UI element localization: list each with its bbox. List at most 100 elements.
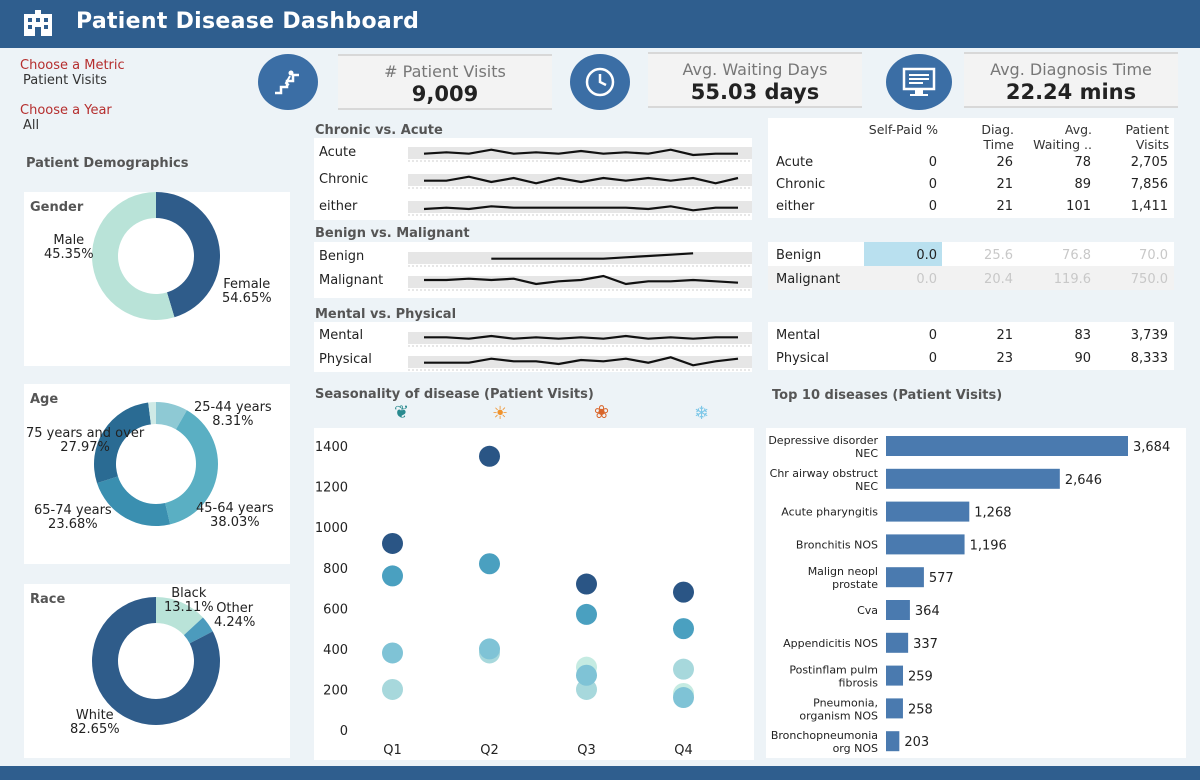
y-tick-label: 1200	[315, 481, 348, 496]
y-tick-label: 800	[323, 562, 348, 577]
donut-slice	[183, 617, 213, 644]
kpi-waiting-days: Avg. Waiting Days 55.03 days	[648, 52, 862, 108]
spark-label: Benign	[319, 249, 365, 264]
kpi-label: Avg. Diagnosis Time	[990, 60, 1152, 79]
donut-label: 45-64 years 38.03%	[196, 501, 274, 530]
scatter-point	[576, 603, 597, 625]
bar-value-label: 577	[929, 571, 954, 586]
sparkline	[424, 334, 738, 340]
table-row-label: either	[776, 199, 815, 214]
header-bar: Patient Disease Dashboard	[0, 0, 1200, 48]
table-header: Diag. Time	[981, 122, 1014, 152]
table-cell: 90	[1074, 351, 1091, 366]
donut-label: 25-44 years 8.31%	[194, 400, 272, 429]
year-filter-select[interactable]: All	[23, 118, 40, 133]
scatter-point	[382, 678, 403, 700]
bar-category-label: NEC	[855, 480, 878, 493]
table-cell: 70.0	[1139, 248, 1168, 263]
stairs-icon	[258, 54, 318, 110]
bar-category-label: Cva	[857, 604, 878, 617]
race-card: Race Black 13.11% Other 4.24% White 82.65%	[24, 584, 290, 758]
bar-value-label: 364	[915, 604, 940, 619]
bar-category-label: organism NOS	[799, 709, 878, 722]
kpi-value: 22.24 mins	[1005, 80, 1137, 104]
donut-label: White 82.65%	[70, 708, 120, 737]
year-filter-label: Choose a Year	[20, 103, 112, 118]
x-tick-label: Q4	[674, 743, 693, 758]
table-cell: 0	[928, 177, 937, 192]
bar-value-label: 1,268	[974, 506, 1011, 521]
sparkline	[423, 148, 738, 157]
bar	[886, 632, 909, 653]
x-tick-label: Q2	[480, 743, 499, 758]
chronic-acute-title: Chronic vs. Acute	[315, 123, 443, 138]
seasonality-chart: 0 200 400 600 800 1000 1200 1400 Q1 Q2 Q3 Q4	[314, 428, 754, 760]
spark-label: Physical	[319, 352, 372, 367]
scatter-point	[673, 581, 694, 603]
y-tick-label: 0	[340, 724, 348, 739]
scatter-point	[576, 573, 597, 595]
table-cell: 21	[996, 177, 1013, 192]
spark-label: Acute	[319, 145, 357, 160]
bar	[886, 501, 970, 522]
bar-value-label: 337	[913, 637, 938, 652]
sparkline	[491, 252, 694, 260]
sparkline	[424, 274, 739, 286]
scatter-point	[479, 445, 500, 467]
bar	[886, 600, 910, 620]
y-tick-label: 400	[323, 643, 348, 658]
table-cell: 78	[1074, 155, 1091, 170]
summary-table-chronic-acute: Self-Paid % Diag. Time Avg. Waiting .. P…	[768, 118, 1174, 218]
hospital-icon	[24, 10, 52, 36]
benign-malignant-title: Benign vs. Malignant	[315, 226, 470, 241]
bar-value-label: 3,684	[1133, 440, 1170, 455]
table-cell: 8,333	[1130, 351, 1168, 366]
age-title: Age	[30, 392, 59, 407]
table-cell: 21	[996, 328, 1013, 343]
spark-label: Chronic	[319, 172, 369, 187]
table-cell: 23	[996, 351, 1013, 366]
donut-label: Other 4.24%	[214, 601, 256, 630]
summary-table-mental-physical: Mental 0 21 83 3,739 Physical 0 23 90 8,…	[768, 322, 1174, 370]
table-cell[interactable]: 0.0	[916, 248, 937, 263]
top-diseases-title: Top 10 diseases (Patient Visits)	[772, 388, 1003, 403]
donut-slice	[92, 192, 175, 320]
donut-slice	[165, 410, 218, 525]
donut-label: 65-74 years 23.68%	[34, 503, 112, 532]
race-title: Race	[30, 592, 66, 607]
bar	[886, 567, 924, 588]
table-cell: 2,705	[1130, 155, 1168, 170]
table-row-label: Acute	[776, 155, 814, 170]
table-cell: 89	[1074, 177, 1091, 192]
table-cell: 0	[928, 328, 937, 343]
seasonality-title: Seasonality of disease (Patient Visits)	[315, 387, 594, 402]
table-cell: 26	[996, 155, 1013, 170]
table-cell: 21	[996, 199, 1013, 214]
y-tick-label: 1000	[315, 521, 348, 536]
y-tick-label: 1400	[315, 440, 348, 455]
donut-slice	[156, 597, 203, 636]
race-donut	[92, 597, 221, 725]
scatter-point	[479, 638, 500, 660]
bar	[886, 436, 1128, 456]
scatter-point	[382, 532, 403, 554]
bar-value-label: 203	[904, 735, 929, 750]
metric-filter-select[interactable]: Patient Visits	[23, 73, 107, 88]
table-header: Patient Visits	[1125, 122, 1169, 152]
kpi-label: # Patient Visits	[384, 62, 506, 81]
sparkline	[424, 175, 739, 185]
benign-malignant-panel: Benign Malignant	[314, 242, 752, 298]
table-row-label: Mental	[776, 328, 821, 343]
table-header: Avg. Waiting ..	[1033, 122, 1092, 152]
scatter-point	[382, 642, 403, 664]
monitor-icon	[886, 54, 952, 110]
bar-value-label: 2,646	[1065, 473, 1102, 488]
table-cell: 0.0	[916, 272, 937, 287]
donut-slice	[97, 476, 171, 526]
spark-label: either	[319, 199, 358, 214]
bar	[886, 468, 1060, 489]
table-row-label: Physical	[776, 351, 829, 366]
table-cell: 0	[928, 155, 937, 170]
table-cell: 101	[1066, 199, 1091, 214]
